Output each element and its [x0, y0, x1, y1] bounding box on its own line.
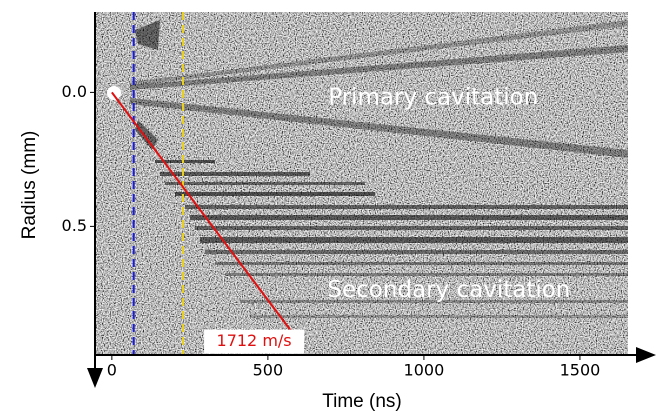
x-tick-label: 1500	[560, 361, 601, 380]
x-tick-label: 1000	[404, 361, 445, 380]
y-tick-label: 0.0	[62, 82, 87, 101]
annotation: Secondary cavitation	[327, 277, 570, 303]
y-axis-label: Radius (mm)	[19, 131, 40, 240]
x-axis-arrow	[636, 347, 656, 363]
streaks	[130, 20, 628, 318]
x-axis-label: Time (ns)	[322, 391, 402, 412]
velocity-label-box	[204, 329, 305, 354]
streak-image	[95, 12, 628, 355]
velocity-line	[111, 91, 300, 343]
y-tick-label: 0.5	[62, 216, 87, 235]
velocity-label: 1712 m/s	[217, 331, 292, 350]
annotation: Primary cavitation	[328, 84, 538, 110]
y-axis-arrow	[87, 368, 103, 388]
x-tick-label: 500	[253, 361, 284, 380]
marks: 1712 m/s Primary cavitation Secondary cavi…	[111, 12, 570, 355]
origin-flash	[107, 86, 121, 100]
x-tick-label: 0	[107, 361, 117, 380]
